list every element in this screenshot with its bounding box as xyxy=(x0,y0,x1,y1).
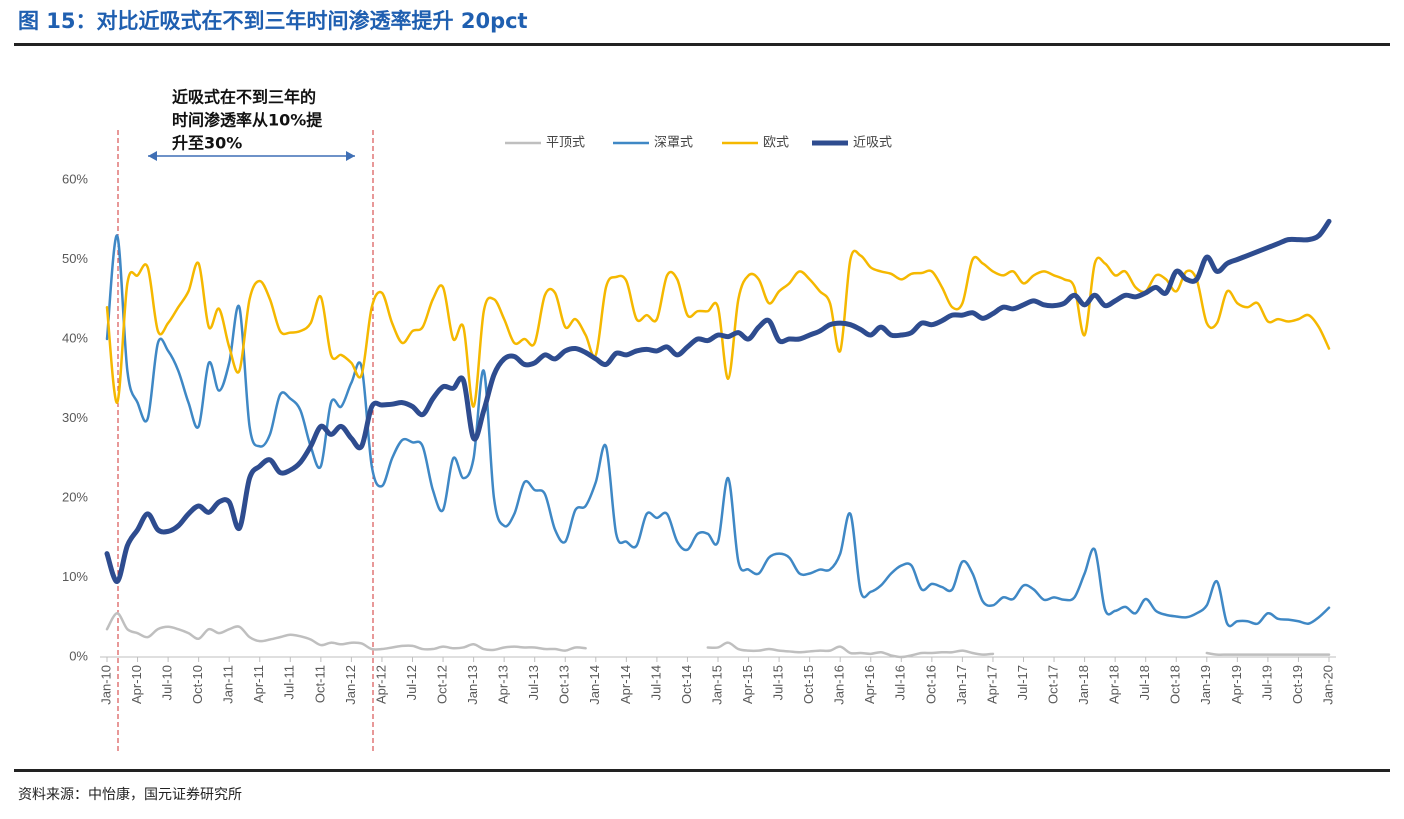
y-tick-label: 60% xyxy=(62,171,88,186)
y-tick-label: 30% xyxy=(62,410,88,425)
x-tick-label: Jul-19 xyxy=(1259,665,1274,700)
legend-item: 欧式 xyxy=(722,136,789,151)
series-line xyxy=(105,234,1331,628)
x-tick-label: Jul-14 xyxy=(648,665,663,700)
annotation-line: 近吸式在不到三年的 xyxy=(172,88,316,107)
x-tick-label: Jan-17 xyxy=(954,665,969,705)
x-tick-label: Jan-10 xyxy=(98,665,113,705)
x-tick-label: Oct-12 xyxy=(434,665,449,704)
legend-label: 欧式 xyxy=(763,136,789,151)
x-tick-label: Jul-13 xyxy=(526,665,541,700)
x-tick-label: Jul-12 xyxy=(404,665,419,700)
legend-label: 平顶式 xyxy=(546,136,585,151)
x-tick-label: Jan-12 xyxy=(343,665,358,705)
legend-item: 平顶式 xyxy=(505,136,585,151)
y-tick-label: 40% xyxy=(62,330,88,345)
x-tick-label: Oct-11 xyxy=(312,665,327,703)
annotation-line: 时间渗透率从10%提 xyxy=(172,111,323,130)
x-tick-label: Apr-13 xyxy=(496,665,511,704)
x-tick-label: Jan-18 xyxy=(1076,665,1091,705)
y-tick-label: 10% xyxy=(62,569,88,584)
chart-title: 图 15：对比近吸式在不到三年时间渗透率提升 20pct xyxy=(18,9,528,33)
x-tick-label: Jul-11 xyxy=(282,665,297,699)
x-tick-label: Oct-13 xyxy=(557,665,572,704)
x-tick-label: Oct-18 xyxy=(1168,665,1183,704)
x-tick-label: Jan-14 xyxy=(587,665,602,705)
x-tick-label: Jul-16 xyxy=(893,665,908,700)
x-tick-label: Apr-18 xyxy=(1107,665,1122,704)
x-tick-label: Jan-19 xyxy=(1198,665,1213,705)
x-tick-label: Apr-14 xyxy=(618,665,633,704)
annotation: 近吸式在不到三年的 时间渗透率从10%提 升至30% xyxy=(172,88,323,153)
x-tick-label: Jul-10 xyxy=(160,665,175,700)
annotation-line: 升至30% xyxy=(172,134,242,153)
x-tick-label: Apr-19 xyxy=(1229,665,1244,704)
legend-item: 深罩式 xyxy=(613,136,693,151)
x-tick-label: Apr-10 xyxy=(129,665,144,704)
x-tick-label: Jan-11 xyxy=(221,665,236,704)
series-line xyxy=(105,612,1331,659)
x-tick-label: Oct-14 xyxy=(679,665,694,704)
x-tick-label: Apr-11 xyxy=(251,665,266,703)
y-tick-label: 50% xyxy=(62,251,88,266)
x-tick-label: Oct-15 xyxy=(801,665,816,704)
series-line xyxy=(105,249,1331,408)
x-tick-label: Jan-13 xyxy=(465,665,480,705)
x-tick-label: Jan-20 xyxy=(1320,665,1335,705)
legend-label: 近吸式 xyxy=(853,136,892,151)
x-tick-label: Apr-15 xyxy=(740,665,755,704)
x-tick-label: Apr-17 xyxy=(984,665,999,704)
series-line xyxy=(104,218,1332,584)
legend-label: 深罩式 xyxy=(654,136,693,151)
x-tick-label: Oct-16 xyxy=(923,665,938,704)
y-tick-label: 20% xyxy=(62,489,88,504)
x-tick-label: Jul-17 xyxy=(1015,665,1030,700)
y-tick-label: 0% xyxy=(69,648,88,663)
x-tick-label: Apr-16 xyxy=(862,665,877,704)
x-tick-label: Jan-16 xyxy=(832,665,847,705)
source: 资料来源：中怡康，国元证券研究所 xyxy=(18,786,242,803)
legend-item: 近吸式 xyxy=(812,136,892,151)
footer-rule xyxy=(14,769,1390,772)
x-tick-label: Jul-18 xyxy=(1137,665,1152,700)
title-rule xyxy=(14,43,1390,46)
x-tick-label: Oct-19 xyxy=(1290,665,1305,704)
x-tick-label: Apr-12 xyxy=(373,665,388,704)
x-tick-label: Jul-15 xyxy=(771,665,786,700)
x-tick-label: Oct-10 xyxy=(190,665,205,704)
x-tick-label: Jan-15 xyxy=(709,665,724,705)
x-tick-label: Oct-17 xyxy=(1045,665,1060,704)
